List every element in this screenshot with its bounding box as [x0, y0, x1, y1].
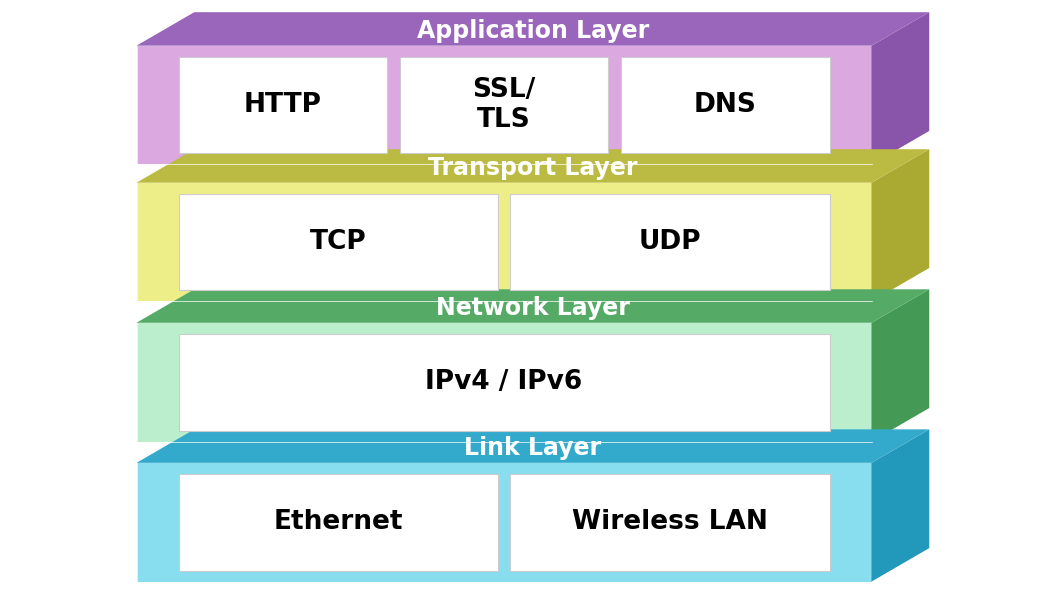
Polygon shape — [136, 149, 929, 183]
Polygon shape — [136, 183, 872, 301]
Text: DNS: DNS — [694, 92, 757, 118]
Polygon shape — [872, 149, 929, 301]
Polygon shape — [136, 463, 872, 582]
FancyBboxPatch shape — [621, 57, 830, 153]
Polygon shape — [136, 323, 872, 442]
Text: Network Layer: Network Layer — [436, 296, 630, 320]
FancyBboxPatch shape — [178, 334, 830, 431]
Text: UDP: UDP — [638, 229, 701, 255]
FancyBboxPatch shape — [510, 194, 830, 290]
Polygon shape — [136, 289, 929, 323]
Text: Ethernet: Ethernet — [273, 509, 403, 535]
Text: Wireless LAN: Wireless LAN — [572, 509, 768, 535]
FancyBboxPatch shape — [178, 194, 498, 290]
FancyBboxPatch shape — [178, 474, 498, 571]
Text: IPv4 / IPv6: IPv4 / IPv6 — [425, 369, 583, 395]
Polygon shape — [136, 429, 929, 463]
FancyBboxPatch shape — [400, 57, 608, 153]
Text: HTTP: HTTP — [244, 92, 321, 118]
Polygon shape — [872, 429, 929, 582]
Text: Transport Layer: Transport Layer — [428, 156, 637, 180]
Text: TCP: TCP — [310, 229, 366, 255]
FancyBboxPatch shape — [178, 57, 387, 153]
Polygon shape — [136, 12, 929, 46]
Polygon shape — [136, 46, 872, 164]
Polygon shape — [872, 12, 929, 164]
Polygon shape — [872, 289, 929, 442]
Text: Link Layer: Link Layer — [464, 436, 602, 460]
FancyBboxPatch shape — [510, 474, 830, 571]
Text: Application Layer: Application Layer — [417, 19, 649, 43]
Text: SSL/
TLS: SSL/ TLS — [472, 77, 536, 133]
